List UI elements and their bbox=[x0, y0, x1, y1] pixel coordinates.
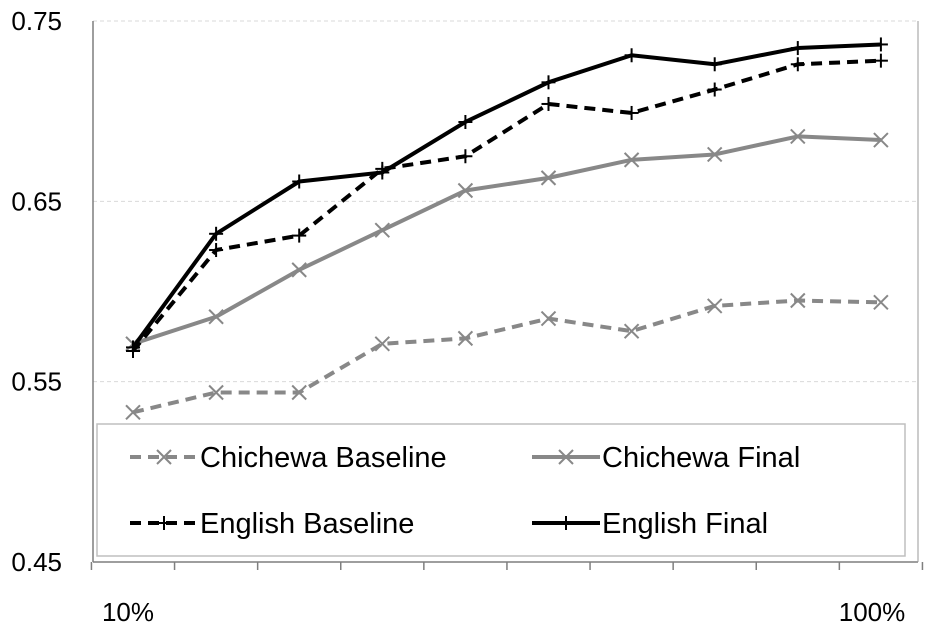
data-point-english-baseline bbox=[790, 57, 805, 72]
legend-marker bbox=[558, 449, 574, 465]
data-point-chichewa-baseline bbox=[291, 384, 307, 401]
legend-label: Chichewa Final bbox=[602, 442, 800, 474]
data-point-chichewa-baseline bbox=[540, 310, 557, 327]
data-point-english-final bbox=[707, 57, 722, 72]
series-line-english-final bbox=[131, 42, 881, 349]
x-tick-label-last: 100% bbox=[839, 597, 906, 627]
series-line-chichewa-baseline bbox=[132, 298, 881, 415]
series-lines bbox=[125, 37, 889, 421]
data-point-chichewa-final bbox=[208, 309, 224, 325]
data-point-english-baseline bbox=[624, 105, 639, 120]
x-tick-label-first: 10% bbox=[102, 597, 154, 627]
legend-item-english-final: English Final bbox=[532, 508, 768, 540]
legend-label: Chichewa Baseline bbox=[200, 442, 447, 474]
legend-item-english-baseline: English Baseline bbox=[130, 508, 414, 540]
data-point-english-final bbox=[541, 75, 556, 90]
x-ticks bbox=[90, 562, 924, 570]
data-point-chichewa-final bbox=[457, 182, 474, 199]
data-point-english-baseline bbox=[707, 82, 722, 97]
data-point-english-final bbox=[458, 114, 473, 129]
data-point-chichewa-baseline bbox=[706, 298, 723, 314]
y-tick-label: 0.65 bbox=[11, 186, 62, 216]
legend-marker bbox=[559, 516, 573, 530]
series-line-chichewa-final bbox=[132, 134, 881, 346]
data-point-english-baseline bbox=[292, 228, 307, 243]
data-point-chichewa-baseline bbox=[873, 294, 889, 311]
legend-label: English Baseline bbox=[200, 508, 414, 540]
data-point-chichewa-baseline bbox=[790, 292, 806, 309]
data-point-chichewa-final bbox=[374, 222, 391, 238]
series-line-english-baseline bbox=[131, 58, 881, 353]
y-tick-labels: 0.45 0.55 0.65 0.75 bbox=[11, 6, 62, 577]
data-point-chichewa-baseline bbox=[125, 404, 141, 421]
legend: Chichewa Baseline Chichewa Final English B… bbox=[96, 423, 906, 557]
data-point-english-final bbox=[292, 174, 307, 189]
data-point-chichewa-baseline bbox=[208, 384, 224, 401]
legend-item-chichewa-baseline: Chichewa Baseline bbox=[130, 442, 447, 474]
legend-box bbox=[96, 423, 906, 557]
data-point-english-final bbox=[126, 340, 140, 355]
y-tick-label: 0.75 bbox=[11, 6, 62, 36]
data-point-english-baseline bbox=[458, 149, 473, 164]
data-point-chichewa-final bbox=[790, 128, 806, 145]
data-point-chichewa-final bbox=[706, 146, 723, 163]
legend-label: English Final bbox=[602, 508, 768, 540]
data-point-english-final bbox=[375, 165, 390, 180]
legend-marker bbox=[156, 449, 172, 465]
legend-item-chichewa-final: Chichewa Final bbox=[532, 442, 800, 474]
legend-marker bbox=[157, 516, 171, 530]
data-point-english-baseline bbox=[541, 96, 556, 111]
data-point-english-baseline bbox=[209, 243, 224, 258]
data-point-chichewa-final bbox=[291, 262, 307, 278]
data-point-english-final bbox=[873, 37, 888, 52]
data-point-english-baseline bbox=[873, 53, 888, 68]
y-tick-label: 0.55 bbox=[11, 367, 62, 397]
y-tick-label: 0.45 bbox=[11, 547, 62, 577]
data-point-english-final bbox=[790, 41, 805, 56]
data-point-chichewa-baseline bbox=[374, 336, 391, 352]
data-point-english-final bbox=[624, 48, 639, 63]
axes bbox=[92, 21, 919, 563]
data-point-english-final bbox=[209, 226, 224, 241]
data-point-chichewa-final bbox=[540, 170, 557, 186]
data-point-chichewa-final bbox=[623, 152, 640, 168]
data-point-chichewa-final bbox=[873, 132, 889, 148]
gridlines bbox=[93, 20, 918, 383]
data-point-chichewa-baseline bbox=[457, 330, 474, 347]
data-point-chichewa-baseline bbox=[623, 323, 640, 339]
